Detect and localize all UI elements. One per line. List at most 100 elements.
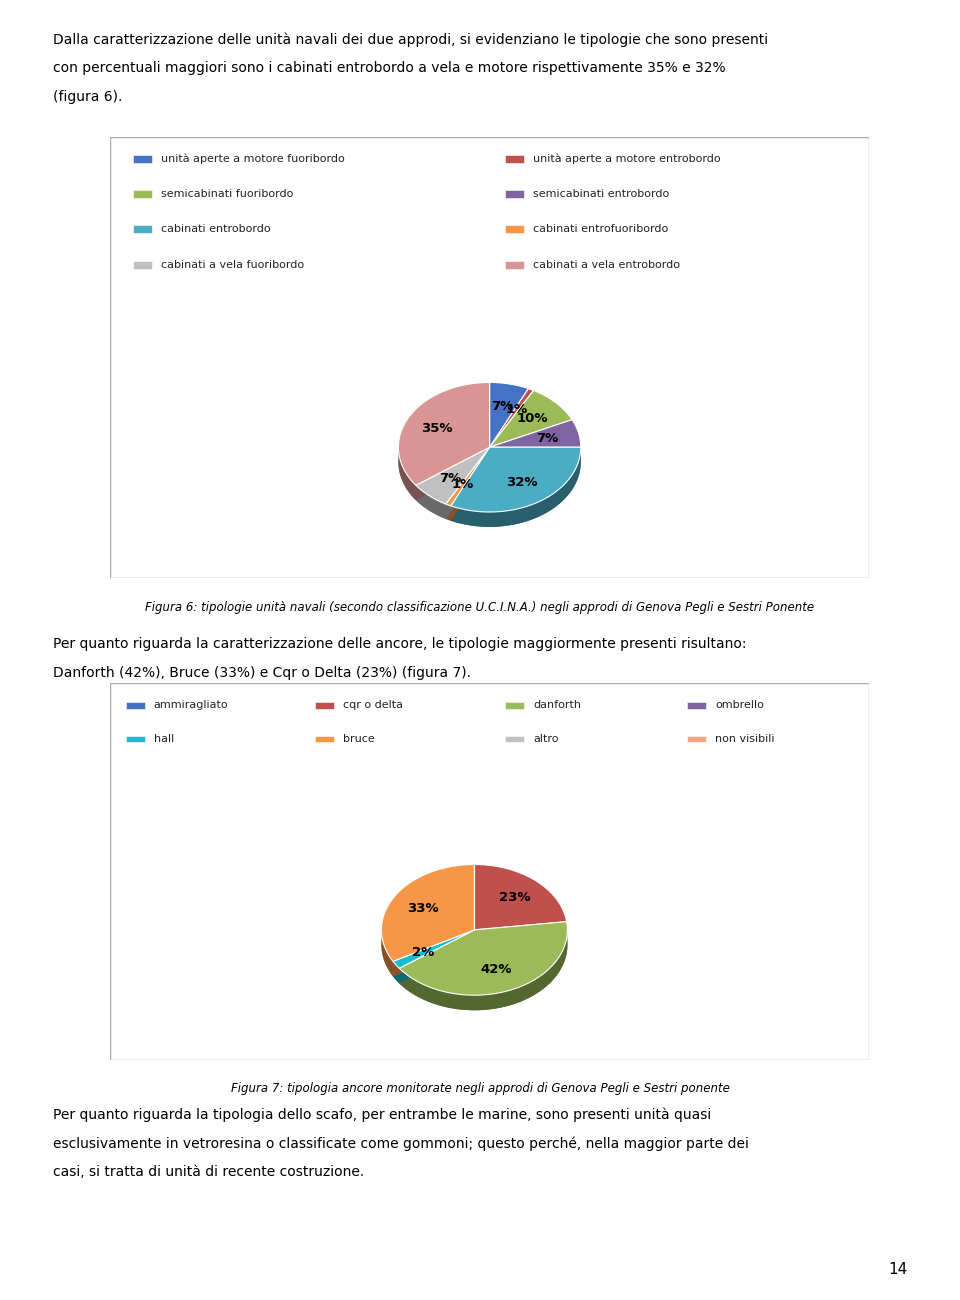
Text: Figura 6: tipologie unità navali (secondo classificazione U.C.I.N.A.) negli appr: Figura 6: tipologie unità navali (second… — [145, 601, 815, 614]
Polygon shape — [381, 864, 474, 961]
Polygon shape — [393, 930, 474, 976]
Polygon shape — [545, 498, 547, 514]
Polygon shape — [503, 991, 507, 1008]
Polygon shape — [487, 512, 490, 527]
Polygon shape — [468, 510, 471, 525]
Polygon shape — [547, 968, 549, 985]
Polygon shape — [451, 447, 490, 521]
Polygon shape — [549, 966, 552, 984]
Polygon shape — [451, 447, 490, 521]
Text: Danforth (42%), Bruce (33%) e Cqr o Delta (23%) (figura 7).: Danforth (42%), Bruce (33%) e Cqr o Delt… — [53, 666, 470, 680]
Text: non visibili: non visibili — [715, 734, 775, 744]
Polygon shape — [406, 473, 407, 490]
Polygon shape — [451, 506, 454, 521]
Polygon shape — [457, 507, 460, 523]
Polygon shape — [417, 982, 420, 998]
Polygon shape — [554, 491, 557, 508]
Text: semicabinati fuoribordo: semicabinati fuoribordo — [161, 188, 294, 199]
Polygon shape — [409, 477, 410, 494]
Polygon shape — [445, 447, 490, 519]
Polygon shape — [393, 945, 474, 983]
Polygon shape — [399, 937, 567, 1010]
Polygon shape — [521, 984, 525, 1001]
Text: cabinati a vela entrobordo: cabinati a vela entrobordo — [533, 260, 680, 269]
Polygon shape — [474, 864, 566, 929]
Text: Figura 7: tipologia ancore monitorate negli approdi di Genova Pegli e Sestri pon: Figura 7: tipologia ancore monitorate ne… — [230, 1082, 730, 1095]
Text: 35%: 35% — [421, 421, 452, 434]
Polygon shape — [562, 950, 563, 968]
Polygon shape — [381, 880, 474, 976]
Polygon shape — [565, 481, 567, 498]
Text: con percentuali maggiori sono i cabinati entrobordo a vela e motore rispettivame: con percentuali maggiori sono i cabinati… — [53, 61, 726, 75]
Polygon shape — [529, 504, 532, 520]
Polygon shape — [470, 994, 474, 1010]
Polygon shape — [449, 993, 453, 1009]
Text: Per quanto riguarda la tipologia dello scafo, per entrambe le marine, sono prese: Per quanto riguarda la tipologia dello s… — [53, 1108, 711, 1122]
Polygon shape — [574, 469, 576, 486]
Polygon shape — [552, 963, 554, 982]
Text: 42%: 42% — [481, 963, 513, 976]
Polygon shape — [490, 434, 581, 462]
Polygon shape — [561, 486, 563, 503]
Polygon shape — [494, 993, 499, 1009]
Polygon shape — [573, 471, 574, 488]
Polygon shape — [413, 979, 417, 996]
Text: ombrello: ombrello — [715, 701, 764, 710]
Polygon shape — [393, 930, 474, 968]
Polygon shape — [410, 978, 413, 994]
Bar — [133, 155, 153, 162]
Polygon shape — [559, 488, 561, 504]
Polygon shape — [576, 467, 577, 484]
Polygon shape — [532, 979, 536, 996]
Polygon shape — [466, 510, 468, 525]
Polygon shape — [557, 490, 559, 506]
Text: Dalla caratterizzazione delle unità navali dei due approdi, si evidenziano le ti: Dalla caratterizzazione delle unità nava… — [53, 32, 768, 47]
Bar — [133, 190, 153, 198]
Polygon shape — [511, 989, 515, 1005]
Polygon shape — [550, 494, 552, 511]
Polygon shape — [463, 510, 466, 525]
Polygon shape — [538, 502, 540, 517]
Polygon shape — [507, 991, 511, 1006]
Polygon shape — [393, 930, 474, 976]
Text: hall: hall — [154, 734, 174, 744]
Polygon shape — [407, 975, 410, 992]
Polygon shape — [544, 971, 547, 988]
Polygon shape — [554, 961, 556, 979]
Polygon shape — [389, 956, 390, 972]
Polygon shape — [518, 987, 521, 1002]
Polygon shape — [402, 465, 403, 484]
Polygon shape — [496, 512, 499, 527]
Bar — [686, 736, 706, 742]
Text: unità aperte a motore fuoribordo: unità aperte a motore fuoribordo — [161, 153, 345, 164]
Polygon shape — [445, 462, 490, 521]
Polygon shape — [414, 484, 416, 501]
Polygon shape — [499, 511, 502, 526]
Polygon shape — [532, 503, 535, 520]
Polygon shape — [536, 978, 539, 994]
Polygon shape — [490, 420, 581, 447]
Bar — [505, 225, 524, 233]
Bar — [315, 736, 334, 742]
Polygon shape — [399, 968, 401, 985]
Bar — [133, 225, 153, 233]
Polygon shape — [453, 993, 458, 1009]
Polygon shape — [401, 971, 404, 988]
Polygon shape — [529, 982, 532, 998]
Polygon shape — [569, 477, 570, 494]
Text: bruce: bruce — [344, 734, 375, 744]
Text: 2%: 2% — [412, 946, 435, 959]
Polygon shape — [493, 512, 496, 527]
Polygon shape — [404, 471, 406, 488]
Text: cabinati a vela fuoribordo: cabinati a vela fuoribordo — [161, 260, 304, 269]
Polygon shape — [490, 447, 581, 462]
Polygon shape — [454, 507, 457, 523]
Polygon shape — [412, 481, 414, 498]
Polygon shape — [451, 447, 581, 512]
Text: 7%: 7% — [492, 399, 514, 412]
Polygon shape — [484, 512, 487, 527]
Polygon shape — [462, 994, 466, 1010]
Polygon shape — [416, 447, 490, 501]
Polygon shape — [399, 922, 567, 996]
Text: 1%: 1% — [451, 478, 474, 491]
